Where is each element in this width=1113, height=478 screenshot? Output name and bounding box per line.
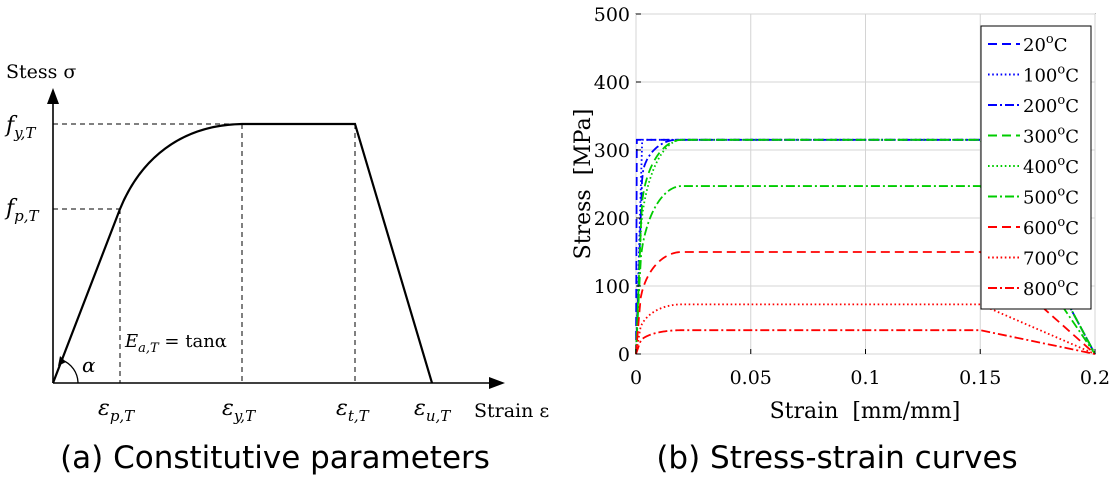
y-ticks: 0 100 200 300 400 500 bbox=[594, 4, 641, 366]
et-tick-label: εt,T bbox=[336, 396, 370, 425]
ep-tick-label: εp,T bbox=[98, 396, 135, 425]
caption-a: (a) Constitutive parameters bbox=[60, 440, 490, 476]
series-line-100 bbox=[635, 138, 1096, 355]
constitutive-diagram: Stess σ Strain ε α fy,T fp,T εp,T εy,T ε… bbox=[4, 61, 549, 476]
y-tick-label: 0 bbox=[618, 344, 630, 366]
legend-label-700: 700oC bbox=[1023, 246, 1079, 270]
ey-tick-label: εy,T bbox=[222, 396, 256, 425]
series-line-200 bbox=[635, 138, 1096, 355]
x-ticks: 0 0.05 0.1 0.15 0.2 bbox=[630, 349, 1110, 389]
fy-tick-label: fy,T bbox=[4, 113, 36, 142]
y-tick-label: 400 bbox=[594, 72, 630, 94]
stress-strain-chart: 0 0.05 0.1 0.15 0.2 0 100 200 300 400 500 20oC 100… bbox=[571, 4, 1110, 476]
legend-box bbox=[980, 25, 1092, 310]
strain-axis-arrow bbox=[489, 377, 505, 389]
angle-label: α bbox=[82, 353, 96, 377]
series-line-600 bbox=[635, 251, 1096, 355]
strain-axis-label: Strain ε bbox=[474, 400, 549, 422]
series-line-20 bbox=[635, 138, 1096, 355]
series-line-700 bbox=[635, 303, 1096, 355]
caption-b: (b) Stress-strain curves bbox=[656, 440, 1017, 476]
angle-arc bbox=[61, 359, 79, 384]
legend-label-200: 200oC bbox=[1023, 93, 1079, 117]
stress-axis-arrow bbox=[47, 88, 59, 104]
x-tick-label: 0.2 bbox=[1080, 367, 1110, 389]
series-line-800 bbox=[635, 329, 1096, 355]
x-tick-label: 0 bbox=[630, 367, 642, 389]
y-tick-label: 300 bbox=[594, 140, 630, 162]
y-tick-label: 200 bbox=[594, 208, 630, 230]
legend-label-100: 100oC bbox=[1023, 63, 1079, 87]
x-tick-label: 0.15 bbox=[959, 367, 1001, 389]
x-axis-label: Strain [mm/mm] bbox=[770, 399, 961, 424]
legend-label-800: 800oC bbox=[1023, 276, 1079, 300]
series-line-300 bbox=[635, 138, 1096, 355]
stress-axis-label: Stess σ bbox=[6, 61, 76, 83]
series-line-500 bbox=[635, 185, 1096, 355]
fp-tick-label: fp,T bbox=[4, 196, 40, 225]
y-tick-label: 100 bbox=[594, 276, 630, 298]
modulus-label: Ea,T = tanα bbox=[124, 331, 227, 356]
x-tick-label: 0.05 bbox=[730, 367, 772, 389]
angle-arc-arrow bbox=[58, 356, 66, 366]
legend: 20oC 100oC 200oC 300oC 400oC 500oC 600oC 700oC 8… bbox=[980, 25, 1092, 310]
eu-tick-label: εu,T bbox=[414, 396, 451, 425]
legend-label-300: 300oC bbox=[1023, 124, 1079, 148]
x-tick-label: 0.1 bbox=[850, 367, 880, 389]
stress-strain-curve bbox=[51, 122, 434, 384]
series-group bbox=[635, 138, 1096, 355]
legend-label-20: 20oC bbox=[1023, 32, 1068, 56]
y-axis-label: Stress [MPa] bbox=[571, 109, 596, 260]
legend-label-400: 400oC bbox=[1023, 154, 1079, 178]
legend-label-600: 600oC bbox=[1023, 215, 1079, 239]
y-tick-label: 500 bbox=[594, 4, 630, 26]
legend-label-500: 500oC bbox=[1023, 185, 1079, 209]
